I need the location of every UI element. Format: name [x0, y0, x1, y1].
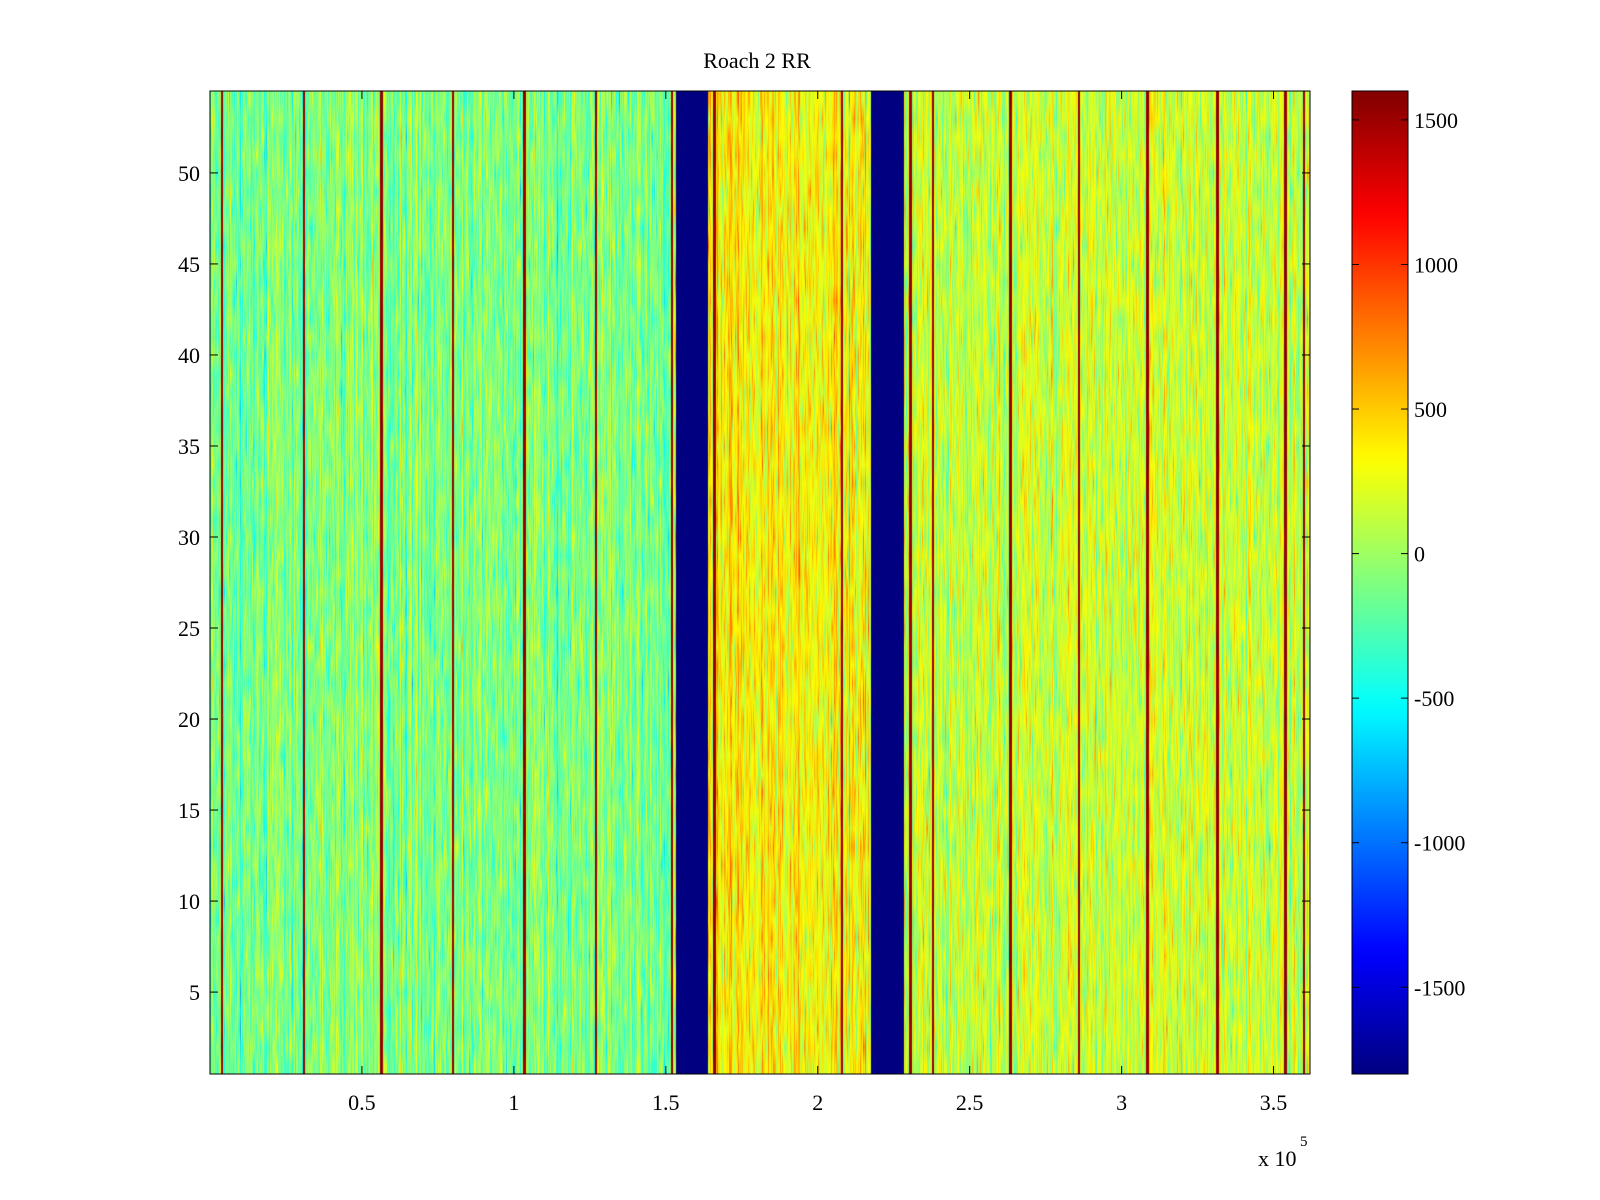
chart-title: Roach 2 RR — [703, 48, 811, 73]
y-tick-label: 20 — [178, 707, 200, 732]
y-tick-label: 15 — [178, 798, 200, 823]
y-tick-label: 40 — [178, 343, 200, 368]
x-exponent-power: 5 — [1300, 1134, 1308, 1150]
x-tick-label: 2 — [812, 1090, 823, 1115]
heatmap-plot-area — [209, 90, 1311, 1075]
x-tick-label: 0.5 — [348, 1090, 376, 1115]
y-tick-label: 45 — [178, 252, 200, 277]
x-tick-label: 1.5 — [652, 1090, 680, 1115]
colorbar-tick-label: -500 — [1414, 686, 1454, 711]
y-tick-label: 25 — [178, 616, 200, 641]
colorbar: 1500 1000 500 0 -500 -1000 -1500 — [1351, 90, 1465, 1075]
x-axis-exponent: x 10 5 — [1258, 1134, 1308, 1171]
plot-frame — [209, 90, 1311, 1075]
colorbar-tick-label: 0 — [1414, 542, 1425, 567]
x-tick-label: 3.5 — [1260, 1090, 1288, 1115]
x-tick-label: 3 — [1116, 1090, 1127, 1115]
x-axis: 0.5 1 1.5 2 2.5 3 3.5 — [348, 91, 1287, 1115]
colorbar-ticks: 1500 1000 500 0 -500 -1000 -1500 — [1352, 108, 1465, 1000]
y-tick-label: 10 — [178, 889, 200, 914]
x-tick-label: 2.5 — [956, 1090, 984, 1115]
x-tick-label: 1 — [508, 1090, 519, 1115]
x-exponent-base: x 10 — [1258, 1146, 1297, 1171]
colorbar-tick-label: 500 — [1414, 397, 1447, 422]
colorbar-tick-label: 1500 — [1414, 108, 1458, 133]
colorbar-tick-label: 1000 — [1414, 252, 1458, 277]
y-tick-label: 35 — [178, 434, 200, 459]
heatmap-image — [210, 91, 1310, 1074]
y-axis: 5 10 15 20 25 30 35 40 45 50 — [178, 161, 1310, 1005]
colorbar-frame — [1351, 90, 1409, 1075]
colorbar-tick-label: -1500 — [1414, 975, 1465, 1000]
y-tick-label: 30 — [178, 525, 200, 550]
colorbar-gradient — [1352, 91, 1408, 1074]
colorbar-tick-label: -1000 — [1414, 831, 1465, 856]
y-tick-label: 5 — [189, 980, 200, 1005]
y-tick-label: 50 — [178, 161, 200, 186]
